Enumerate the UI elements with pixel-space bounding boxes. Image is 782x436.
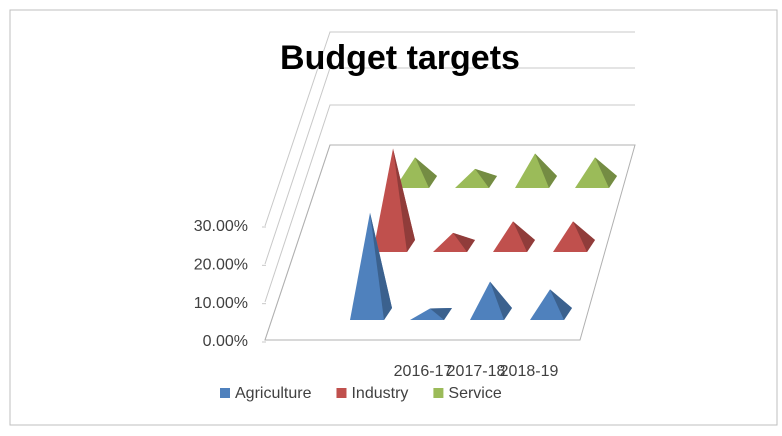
x-tick-label: 2017-18 <box>447 363 506 380</box>
pyramid-shade <box>393 148 415 252</box>
legend-label: Industry <box>351 385 408 402</box>
legend-label: Agriculture <box>235 385 312 402</box>
y-tick-label: 30.00% <box>194 218 248 235</box>
legend-label: Service <box>448 385 501 402</box>
y-tick-label: 10.00% <box>194 295 248 312</box>
x-tick-label: 2018-19 <box>500 363 559 380</box>
pyramid-shade <box>370 212 392 320</box>
pyramid-shade <box>513 221 535 252</box>
walls <box>264 31 636 341</box>
x-tick-label: 2016-17 <box>394 363 453 380</box>
y-tick-label: 0.00% <box>203 333 248 350</box>
pyramid-shade <box>535 153 557 188</box>
y-tick-label: 20.00% <box>194 257 248 274</box>
pyramid-shade <box>430 308 452 320</box>
legend-swatch <box>220 388 230 398</box>
legend-swatch <box>433 388 444 398</box>
pyramid-shade <box>595 157 617 188</box>
pyramid-shade <box>415 157 437 188</box>
pyramid-shade <box>475 168 497 188</box>
pyramid-shade <box>550 289 572 320</box>
pyramid-shade <box>490 281 512 320</box>
pyramid-shade <box>453 232 475 252</box>
chart-title: Budget targets <box>280 39 520 77</box>
legend-swatch <box>336 388 347 398</box>
pyramid-shade <box>573 221 595 252</box>
